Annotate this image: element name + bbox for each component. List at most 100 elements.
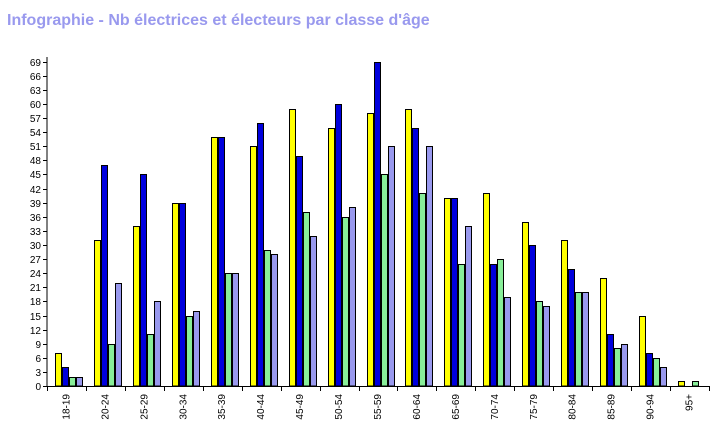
bar-25-29-series-1 — [134, 227, 140, 387]
y-tick-label: 27 — [30, 255, 42, 266]
y-tick-label: 45 — [30, 170, 42, 181]
bar-70-74-series-4 — [505, 298, 511, 387]
bar-95+-series-1 — [679, 382, 685, 387]
bar-65-69-series-4 — [466, 227, 472, 387]
bar-60-64-series-2 — [413, 129, 419, 387]
x-tick-label: 45-49 — [295, 394, 306, 420]
bar-18-19-series-3 — [70, 378, 76, 387]
bar-40-44-series-3 — [265, 251, 271, 387]
bar-45-49-series-3 — [304, 213, 310, 387]
bar-75-79-series-3 — [537, 302, 543, 387]
bar-18-19-series-4 — [77, 378, 83, 387]
x-tick-label: 85-89 — [607, 394, 618, 420]
bar-50-54-series-4 — [350, 208, 356, 387]
bar-18-19-series-2 — [63, 368, 69, 387]
x-tick-label: 55-59 — [373, 394, 384, 420]
bar-40-44-series-1 — [251, 147, 257, 387]
x-tick-label: 70-74 — [490, 394, 501, 420]
bar-35-39-series-3 — [226, 274, 232, 387]
bar-20-24-series-1 — [95, 241, 101, 387]
y-tick-label: 15 — [30, 312, 42, 323]
y-tick-label: 3 — [35, 368, 41, 379]
y-tick-label: 30 — [30, 241, 42, 252]
bar-95+-series-3 — [693, 382, 699, 387]
y-tick-label: 9 — [35, 340, 41, 351]
y-tick-label: 18 — [30, 297, 42, 308]
bar-75-79-series-4 — [544, 307, 550, 387]
bar-60-64-series-1 — [406, 110, 412, 387]
bar-35-39-series-4 — [233, 274, 239, 387]
bar-85-89-series-4 — [622, 345, 628, 387]
x-tick-label: 90-94 — [646, 394, 657, 420]
y-tick-label: 6 — [35, 354, 41, 365]
y-tick-label: 51 — [30, 142, 42, 153]
bar-50-54-series-2 — [336, 105, 342, 387]
bar-80-84-series-1 — [562, 241, 568, 387]
y-tick-label: 21 — [30, 283, 42, 294]
bar-20-24-series-3 — [109, 345, 115, 387]
y-axis: 0369121518212427303336394245485154576063… — [30, 57, 47, 393]
bar-20-24-series-2 — [102, 166, 108, 387]
x-tick-label: 75-79 — [529, 394, 540, 420]
x-tick-label: 18-19 — [61, 394, 72, 420]
bar-85-89-series-2 — [608, 335, 614, 387]
bar-20-24-series-4 — [116, 284, 122, 387]
bar-90-94-series-1 — [640, 317, 646, 387]
y-tick-label: 42 — [30, 185, 42, 196]
y-tick-label: 57 — [30, 114, 42, 125]
bar-65-69-series-2 — [452, 199, 458, 387]
x-tick-label: 65-69 — [451, 394, 462, 420]
bar-18-19-series-1 — [56, 354, 62, 387]
bar-30-34-series-2 — [180, 204, 186, 387]
bar-60-64-series-3 — [420, 194, 426, 387]
x-tick-label: 25-29 — [139, 394, 150, 420]
bar-30-34-series-3 — [187, 317, 193, 387]
y-tick-label: 39 — [30, 199, 42, 210]
y-tick-label: 12 — [30, 326, 42, 337]
bar-30-34-series-4 — [194, 312, 200, 387]
bar-35-39-series-1 — [212, 138, 218, 387]
x-tick-label: 50-54 — [334, 394, 345, 420]
y-tick-label: 0 — [35, 382, 41, 393]
x-axis: 18-19 20-24 25-29 30-34 35-39 40-44 45-49 50-54… — [47, 386, 710, 420]
bar-90-94-series-3 — [654, 359, 660, 387]
bar-25-29-series-3 — [148, 335, 154, 387]
bar-80-84-series-3 — [576, 293, 582, 387]
bar-60-64-series-4 — [427, 147, 433, 387]
bar-85-89-series-1 — [601, 279, 607, 387]
bar-55-59-series-3 — [382, 175, 388, 387]
bar-50-54-series-1 — [329, 129, 335, 387]
bar-75-79-series-1 — [523, 223, 529, 387]
y-tick-label: 69 — [30, 58, 42, 69]
bar-40-44-series-4 — [272, 255, 278, 387]
bar-70-74-series-2 — [491, 265, 497, 387]
bar-90-94-series-4 — [661, 368, 667, 387]
bar-80-84-series-4 — [583, 293, 589, 387]
bar-45-49-series-1 — [290, 110, 296, 387]
bar-40-44-series-2 — [258, 124, 264, 387]
bar-50-54-series-3 — [343, 218, 349, 387]
bar-85-89-series-3 — [615, 349, 621, 387]
bar-25-29-series-2 — [141, 175, 147, 387]
y-tick-label: 36 — [30, 213, 42, 224]
bar-30-34-series-1 — [173, 204, 179, 387]
bars — [56, 63, 699, 387]
x-tick-label: 95+ — [685, 394, 696, 411]
y-tick-label: 48 — [30, 156, 42, 167]
bar-25-29-series-4 — [155, 302, 161, 387]
bar-35-39-series-2 — [219, 138, 225, 387]
bar-75-79-series-2 — [530, 246, 536, 387]
x-tick-label: 30-34 — [178, 394, 189, 420]
bar-55-59-series-1 — [368, 114, 374, 387]
bar-55-59-series-4 — [389, 147, 395, 387]
y-tick-label: 66 — [30, 72, 42, 83]
x-tick-label: 20-24 — [100, 394, 111, 420]
y-tick-label: 63 — [30, 86, 42, 97]
bar-65-69-series-1 — [445, 199, 451, 387]
y-tick-label: 33 — [30, 227, 42, 238]
bar-90-94-series-2 — [647, 354, 653, 387]
bar-65-69-series-3 — [459, 265, 465, 387]
bar-45-49-series-4 — [311, 237, 317, 387]
bar-80-84-series-2 — [569, 270, 575, 387]
